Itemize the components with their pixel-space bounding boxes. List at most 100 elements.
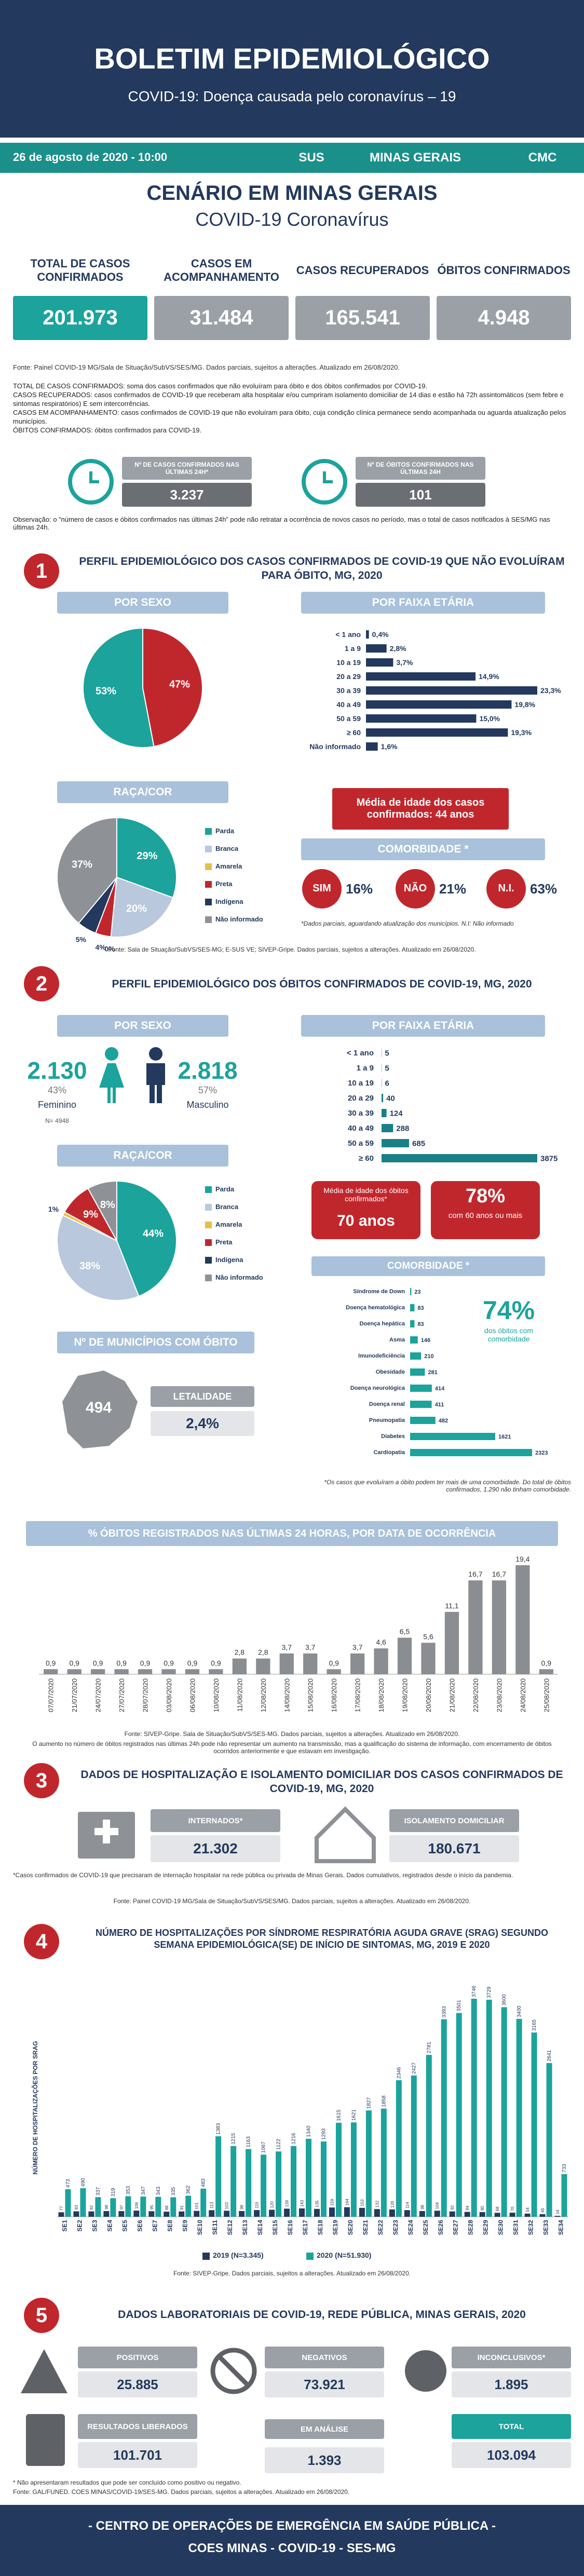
bar-value: 1215 <box>231 2133 237 2145</box>
warning-icon <box>21 2349 67 2393</box>
bar-value: 288 <box>396 1124 409 1133</box>
mean-age: Média de idade dos casos confirmados: 44… <box>356 797 485 820</box>
bar-label: Doença hepática <box>359 1320 405 1327</box>
municipalities-value: 494 <box>85 1399 112 1416</box>
bar <box>479 2212 485 2217</box>
lab-value: 1.393 <box>307 2452 342 2468</box>
bar-value: 685 <box>412 1139 425 1148</box>
kpi-label: ÓBITOS CONFIRMADOS <box>437 263 571 277</box>
bar-label: 1 a 9 <box>356 1063 374 1073</box>
note: O aumento no número de óbitos registrado… <box>32 1740 552 1755</box>
comorbidity-value: 16% <box>346 881 373 897</box>
bar-value: 95 <box>150 2205 154 2209</box>
date: 26 de agosto de 2020 - 10:00 <box>13 151 168 164</box>
section-header-box <box>57 1332 254 1353</box>
pie-label: 9% <box>83 1209 98 1221</box>
legend-swatch <box>205 1275 212 1281</box>
bar <box>170 2197 176 2217</box>
x-tick-label: 10/08/2020 <box>212 1678 220 1712</box>
bar <box>329 2207 335 2217</box>
source: Fonte: SIVEP-Gripe. Sala de Situação/Sub… <box>124 1730 460 1738</box>
x-tick-label: SE6 <box>136 2220 143 2232</box>
bar <box>456 2013 462 2217</box>
overview-subtitle: COVID-19 Coronavírus <box>195 209 389 230</box>
bar-label: 50 a 59 <box>347 1138 374 1148</box>
x-tick-label: SE32 <box>527 2220 535 2235</box>
x-tick-label: SE12 <box>226 2220 234 2235</box>
lab-value-box <box>452 2371 571 2397</box>
hospital-value: 180.671 <box>428 1840 481 1856</box>
bar <box>539 2214 546 2217</box>
bar <box>65 2189 71 2217</box>
section-header: COMORBIDADE * <box>377 843 469 855</box>
bar-value: 1,6% <box>381 742 398 751</box>
bar-value: 14,9% <box>479 672 499 681</box>
lab-label: TOTAL <box>498 2422 524 2431</box>
bar-value: 0,4% <box>372 630 389 639</box>
bar-value: 0,9 <box>116 1659 127 1667</box>
over60-label: com 60 anos ou mais <box>448 1211 523 1220</box>
bar-value: 362 <box>186 2185 192 2194</box>
kpi-label: TOTAL DE CASOS CONFIRMADOS <box>30 256 130 283</box>
bar <box>261 2154 267 2217</box>
x-tick-label: SE9 <box>181 2220 188 2232</box>
source: Fonte: Sala de Situação/SubVS/SES-MG; E-… <box>108 946 476 953</box>
x-tick-label: 28/07/2020 <box>142 1678 150 1712</box>
bar <box>185 1669 200 1674</box>
bar <box>279 1653 294 1674</box>
pie-slice <box>57 1214 140 1301</box>
bar <box>410 1385 432 1392</box>
sex-value: 2.130 <box>27 1057 87 1084</box>
last24h-label-box <box>122 457 252 480</box>
bar-value: 15,0% <box>479 714 500 723</box>
definition: ÓBITOS CONFIRMADOS: óbitos confirmados p… <box>13 426 202 434</box>
bar <box>303 1653 318 1674</box>
bar-value: 70 <box>510 2206 515 2211</box>
bar <box>444 1611 459 1674</box>
bar <box>464 2212 470 2217</box>
x-tick-label: SE33 <box>542 2220 550 2235</box>
lab-value-box <box>78 2371 197 2397</box>
pie-label: 44% <box>143 1228 164 1240</box>
bar <box>382 1139 410 1147</box>
comorbidity-label: N.I. <box>498 883 514 894</box>
bar <box>140 2197 146 2217</box>
bar <box>396 2080 402 2217</box>
kpi-value-box <box>437 296 571 340</box>
lab-label-box <box>265 2419 384 2439</box>
x-tick-label: 11/08/2020 <box>236 1678 243 1712</box>
bar-value: 4,6 <box>376 1638 386 1646</box>
bar-value: 93 <box>74 2205 79 2209</box>
hospital-label: ISOLAMENTO DOMICILIAR <box>404 1816 505 1825</box>
legend-swatch <box>205 1257 212 1264</box>
bar-value: 80 <box>480 2206 485 2211</box>
comorbidity-badge <box>396 869 435 909</box>
section-header: POR SEXO <box>114 596 171 608</box>
last24h-value: 101 <box>409 486 432 503</box>
bar-value: 68 <box>495 2206 500 2211</box>
x-tick-label: SE26 <box>437 2220 444 2235</box>
bar <box>374 2209 380 2217</box>
x-tick-label: 24/08/2020 <box>519 1678 527 1712</box>
bar <box>410 1433 495 1440</box>
legend-label: Parda <box>215 1185 235 1193</box>
x-tick-label: 16/08/2020 <box>330 1678 338 1712</box>
x-tick-label: SE27 <box>452 2220 459 2235</box>
bar <box>492 1580 506 1674</box>
clock-icon <box>68 459 114 505</box>
sex-total: N= 4948 <box>45 1117 69 1124</box>
last24h-value-box <box>356 483 485 507</box>
x-tick-label: SE31 <box>512 2220 520 2235</box>
last24h-label: Nº DE CASOS CONFIRMADOS NAS ÚLTIMAS 24H* <box>134 461 239 476</box>
lab-label-box <box>265 2347 384 2368</box>
bar-value: 490 <box>80 2178 86 2187</box>
state-map <box>62 1371 138 1448</box>
lethality-label-box <box>151 1386 254 1407</box>
footer-line: COES MINAS - COVID-19 - SES-MG <box>188 2541 396 2555</box>
clock-icon <box>302 459 347 505</box>
bar <box>411 2075 417 2217</box>
bar <box>434 2211 440 2217</box>
lab-value: 103.094 <box>487 2447 536 2463</box>
comorbidity-badge <box>302 869 342 909</box>
sex-value: 2.818 <box>178 1057 238 1084</box>
